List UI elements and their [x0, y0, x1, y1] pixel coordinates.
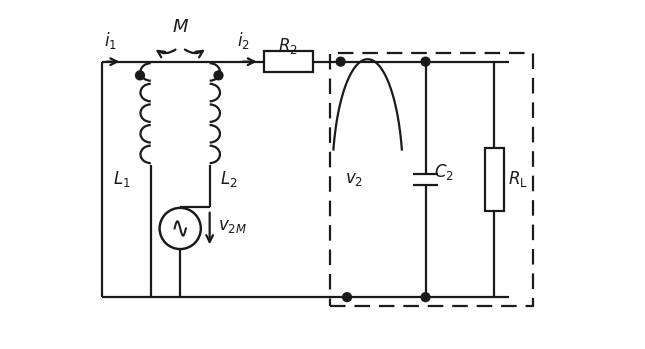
Bar — [330, 53, 533, 306]
Text: $L_1$: $L_1$ — [112, 169, 130, 190]
Circle shape — [421, 293, 430, 302]
Text: $i_1$: $i_1$ — [104, 30, 117, 51]
Text: $C_2$: $C_2$ — [434, 162, 454, 182]
Text: $i_2$: $i_2$ — [237, 30, 250, 51]
Text: $L_2$: $L_2$ — [221, 169, 238, 190]
Text: $v_{2M}$: $v_{2M}$ — [219, 217, 248, 235]
Text: $R_{\mathrm{L}}$: $R_{\mathrm{L}}$ — [508, 169, 528, 190]
Text: $M$: $M$ — [172, 18, 189, 36]
Circle shape — [342, 293, 352, 302]
Bar — [264, 51, 313, 72]
Bar — [485, 148, 504, 211]
Text: $v_2$: $v_2$ — [344, 170, 362, 188]
Text: $R_2$: $R_2$ — [278, 36, 298, 56]
Circle shape — [214, 71, 223, 80]
Circle shape — [421, 57, 430, 66]
Circle shape — [336, 57, 345, 66]
Circle shape — [159, 208, 201, 249]
Circle shape — [135, 71, 144, 80]
